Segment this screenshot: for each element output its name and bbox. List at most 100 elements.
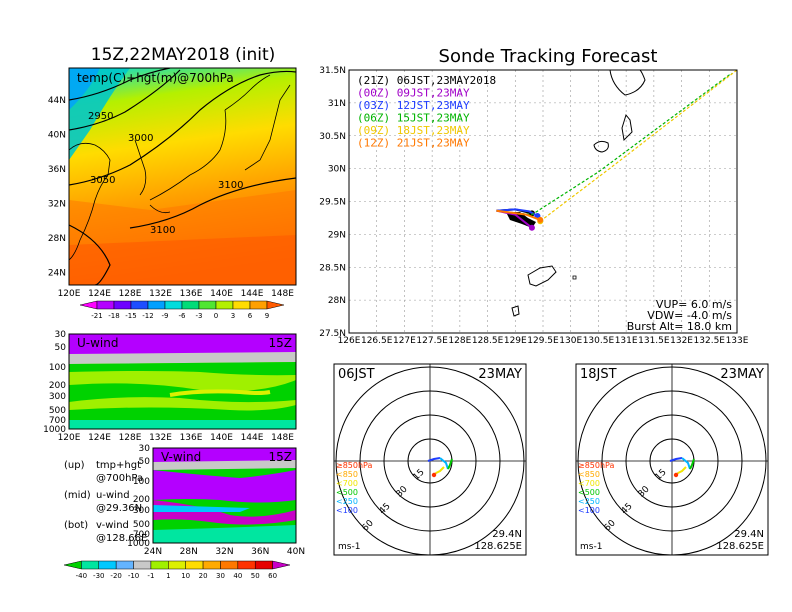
legend-field: u-wind bbox=[96, 490, 130, 501]
v-level-label: 200 bbox=[133, 495, 150, 505]
track-map bbox=[349, 70, 737, 333]
wind-colorbar-label: 20 bbox=[199, 572, 208, 580]
temp-colorbar-swatch bbox=[164, 300, 183, 310]
island-tokunoshima bbox=[527, 265, 557, 287]
temp-colorbar-label: -21 bbox=[91, 312, 102, 320]
track-lat-label: 28.5N bbox=[319, 263, 346, 273]
polar-unit: ms-1 bbox=[338, 542, 360, 552]
wind-colorbar-label: -20 bbox=[110, 572, 121, 580]
track-line-3 bbox=[496, 72, 732, 216]
pressure-label: <500 bbox=[578, 488, 600, 497]
track-lon-label: 133E bbox=[726, 336, 749, 346]
track-lon-label: 128E bbox=[448, 336, 471, 346]
contour-label-3100-b: 3100 bbox=[150, 225, 175, 236]
legend-field: v-wind bbox=[96, 520, 129, 531]
v-lat-label: 28N bbox=[180, 547, 198, 557]
lon-tick-label: 136E bbox=[180, 289, 203, 299]
polar-panel-06jst: 06JST 23MAY15304560≥850hPa<850<700<500<25… bbox=[333, 363, 527, 556]
temp-colorbar-swatch bbox=[198, 300, 217, 310]
track-lon-label: 131E bbox=[615, 336, 638, 346]
track-lat-label: 31.5N bbox=[319, 66, 346, 76]
legend-role: (mid) bbox=[64, 490, 91, 501]
contour-label-3100: 3100 bbox=[218, 180, 243, 191]
v-lat-label: 36N bbox=[251, 547, 269, 557]
lat-tick-label: 44N bbox=[48, 96, 66, 106]
wind-colorbar-label: -40 bbox=[76, 572, 87, 580]
wind-colorbar-swatch bbox=[133, 560, 152, 570]
u-wind-time: 15Z bbox=[269, 336, 293, 350]
u-lon-label: 120E bbox=[58, 433, 81, 443]
wind-colorbar-swatch bbox=[185, 560, 204, 570]
island-okinoerabu bbox=[511, 305, 520, 317]
wind-colorbar-swatch bbox=[202, 560, 221, 570]
u-level-label: 300 bbox=[49, 392, 66, 402]
wind-colorbar-label: 60 bbox=[268, 572, 277, 580]
temp-map bbox=[69, 68, 296, 285]
v-wind-time: 15Z bbox=[269, 450, 293, 464]
track-lat-label: 27.5N bbox=[319, 329, 346, 339]
hodo-surface-point bbox=[673, 472, 679, 478]
wind-colorbar-swatch bbox=[168, 560, 186, 570]
temp-colorbar-label: -18 bbox=[108, 312, 119, 320]
u-lon-label: 148E bbox=[271, 433, 294, 443]
schedule-entry: (12Z) 21JST,23MAY bbox=[357, 137, 470, 150]
track-lon-label: 128.5E bbox=[472, 336, 504, 346]
main-title: Sonde Tracking Forecast bbox=[439, 46, 658, 67]
wind-colorbar-swatch bbox=[81, 560, 100, 570]
track-lat-label: 29N bbox=[328, 230, 346, 240]
left-title: 15Z,22MAY2018 (init) bbox=[91, 45, 276, 65]
schedule-entry: (21Z) 06JST,23MAY2018 bbox=[357, 74, 496, 87]
pressure-label: <500 bbox=[336, 488, 358, 497]
hodo-trace bbox=[447, 458, 453, 470]
pressure-label: <700 bbox=[578, 479, 600, 488]
contour-3050 bbox=[69, 70, 296, 186]
wind-colorbar-label: 50 bbox=[251, 572, 260, 580]
track-lon-label: 127E bbox=[393, 336, 416, 346]
track-lon-label: 132.5E bbox=[694, 336, 726, 346]
v-level-label: 100 bbox=[133, 477, 150, 487]
temp-colorbar-swatch bbox=[232, 300, 251, 310]
lon-tick-label: 148E bbox=[271, 289, 294, 299]
track-lat-label: 30.5N bbox=[319, 132, 346, 142]
island-kyushu bbox=[609, 70, 646, 96]
wind-colorbar-label: 10 bbox=[181, 572, 190, 580]
u-wind-panel bbox=[69, 334, 296, 429]
polar-date: 23MAY bbox=[478, 367, 522, 382]
lon-tick-label: 140E bbox=[210, 289, 233, 299]
v-lat-label: 40N bbox=[287, 547, 305, 557]
temp-colorbar-label: 3 bbox=[231, 312, 235, 320]
param-line: VUP= 6.0 m/s bbox=[656, 298, 732, 311]
wind-colorbar-swatch bbox=[220, 560, 239, 570]
wind-colorbar-label: 40 bbox=[233, 572, 242, 580]
temp-colorbar-swatch bbox=[249, 300, 268, 310]
pressure-label: <100 bbox=[578, 506, 600, 515]
track-endpoint-5 bbox=[537, 216, 544, 223]
hodo-trace bbox=[427, 457, 441, 462]
u-level-label: 500 bbox=[49, 406, 66, 416]
legend-level: @128.66E bbox=[96, 533, 147, 544]
lat-tick-label: 24N bbox=[48, 269, 66, 279]
track-lon-label: 129.5E bbox=[527, 336, 559, 346]
track-lon-label: 127.5E bbox=[416, 336, 448, 346]
v-level-label: 300 bbox=[133, 506, 150, 516]
pressure-label: ≥850hPa bbox=[336, 461, 373, 470]
contour-label-2950: 2950 bbox=[88, 111, 113, 122]
track-lon-label: 130E bbox=[559, 336, 582, 346]
temp-colorbar-swatch bbox=[79, 300, 98, 310]
u-level-label: 30 bbox=[55, 330, 67, 340]
wind-colorbar-swatch bbox=[237, 560, 256, 570]
v-wind-label: V-wind bbox=[161, 450, 201, 464]
track-lat-label: 31N bbox=[328, 99, 346, 109]
lon-tick-label: 132E bbox=[149, 289, 172, 299]
lon-tick-label: 124E bbox=[88, 289, 111, 299]
v-lat-label: 32N bbox=[215, 547, 233, 557]
temp-colorbar-label: 6 bbox=[248, 312, 253, 320]
lon-tick-label: 144E bbox=[241, 289, 264, 299]
track-lat-label: 30N bbox=[328, 165, 346, 175]
wind-colorbar-label: -1 bbox=[147, 572, 154, 580]
v-level-label: 500 bbox=[133, 520, 150, 530]
u-lon-label: 144E bbox=[241, 433, 264, 443]
track-lon-label: 131.5E bbox=[638, 336, 670, 346]
wind-colorbar-swatch bbox=[150, 560, 169, 570]
track-line-5 bbox=[496, 209, 541, 221]
